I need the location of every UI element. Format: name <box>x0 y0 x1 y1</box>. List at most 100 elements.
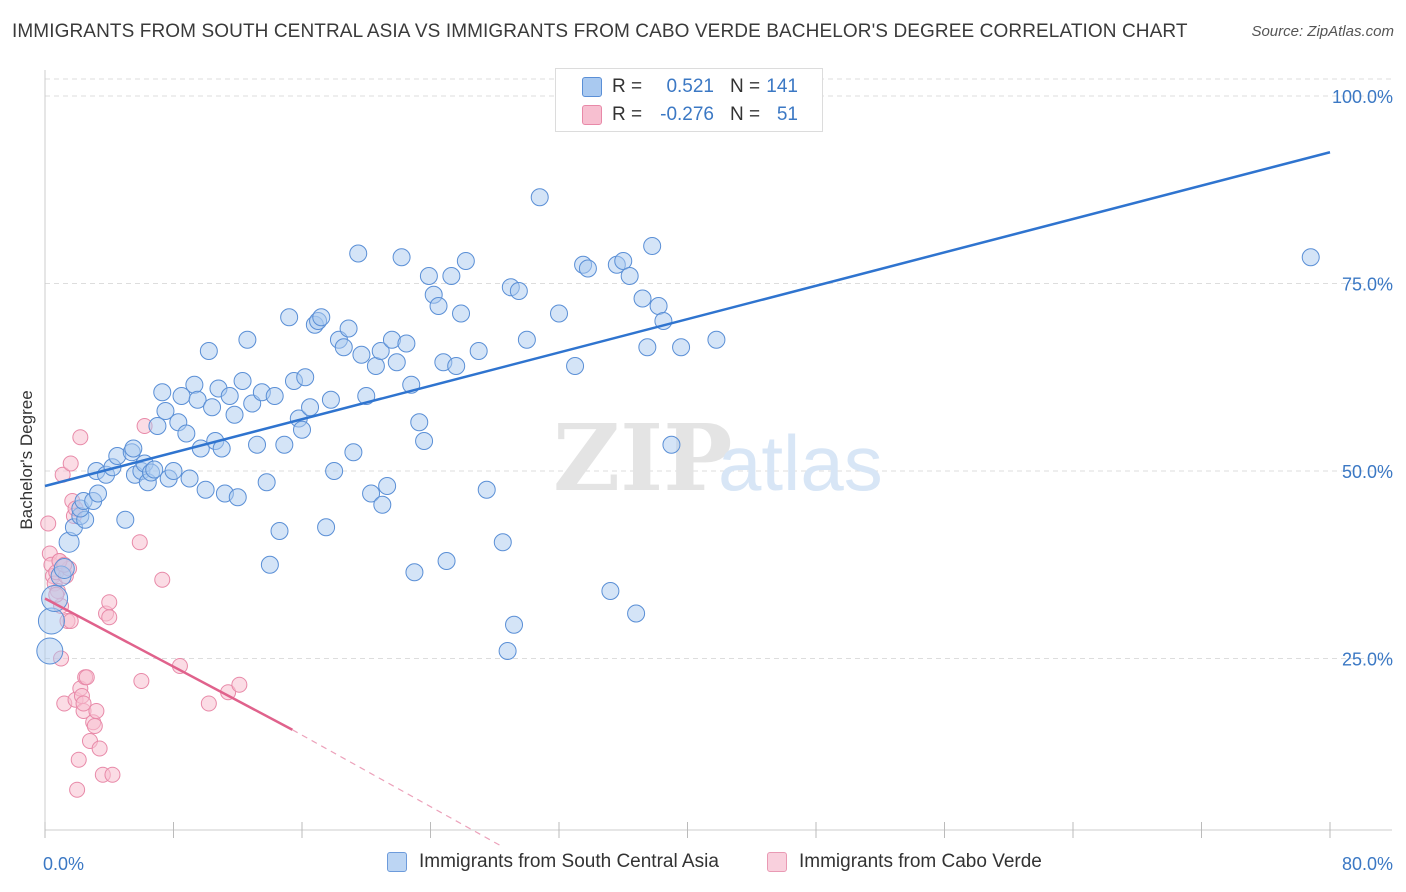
data-point-cabo-verde <box>101 594 118 611</box>
data-point-south-central-asia <box>260 555 279 574</box>
stats-row-blue: R = 0.521 N = 141 <box>556 73 822 101</box>
data-point-cabo-verde <box>62 455 79 472</box>
y-tick-label: 100.0% <box>1332 87 1393 107</box>
data-point-south-central-asia <box>225 405 244 424</box>
watermark: ZIP atlas <box>553 404 883 512</box>
data-point-south-central-asia <box>275 435 294 454</box>
x-tick-label: 0.0% <box>43 854 84 874</box>
data-point-south-central-asia <box>185 375 204 394</box>
y-tick-label: 25.0% <box>1342 650 1393 670</box>
data-point-south-central-asia <box>620 267 639 285</box>
data-point-south-central-asia <box>180 469 199 488</box>
data-point-south-central-asia <box>614 252 633 270</box>
data-point-south-central-asia <box>415 432 434 450</box>
data-point-south-central-asia <box>89 484 108 503</box>
data-point-cabo-verde <box>78 669 95 686</box>
data-point-south-central-asia <box>469 342 488 360</box>
axes <box>44 70 1392 838</box>
data-point-south-central-asia <box>293 420 311 439</box>
data-point-south-central-asia <box>517 330 536 349</box>
legend-swatch-blue <box>387 852 407 872</box>
data-point-cabo-verde <box>72 429 89 446</box>
n-label: N = <box>730 104 761 125</box>
data-point-south-central-asia <box>36 637 64 665</box>
data-point-south-central-asia <box>248 435 267 454</box>
data-point-south-central-asia <box>662 435 681 454</box>
legend-item-cabo-verde[interactable]: Immigrants from Cabo Verde <box>767 851 1042 873</box>
data-point-south-central-asia <box>257 473 276 492</box>
data-point-south-central-asia <box>280 308 299 327</box>
data-point-south-central-asia <box>301 398 320 417</box>
data-point-cabo-verde <box>133 673 150 689</box>
data-point-south-central-asia <box>312 308 331 327</box>
data-point-south-central-asia <box>633 289 652 308</box>
data-point-cabo-verde <box>231 676 248 693</box>
data-point-south-central-asia <box>505 615 524 634</box>
data-point-south-central-asia <box>53 558 75 579</box>
trend-line-cabo-verde-extension <box>292 729 502 847</box>
data-point-south-central-asia <box>509 282 528 300</box>
data-point-south-central-asia <box>317 518 336 537</box>
data-point-south-central-asia <box>349 244 368 263</box>
data-point-south-central-asia <box>37 607 65 635</box>
y-tick-label: 75.0% <box>1342 275 1393 295</box>
data-point-south-central-asia <box>477 480 496 499</box>
data-point-south-central-asia <box>199 342 218 360</box>
data-point-cabo-verde <box>104 766 121 783</box>
data-point-south-central-asia <box>378 477 397 495</box>
data-point-south-central-asia <box>649 297 668 315</box>
data-point-cabo-verde <box>91 740 108 757</box>
data-point-south-central-asia <box>405 563 424 582</box>
data-point-south-central-asia <box>447 357 466 375</box>
data-point-south-central-asia <box>452 304 471 323</box>
data-point-cabo-verde <box>69 781 86 798</box>
data-point-south-central-asia <box>325 462 344 480</box>
trend-lines <box>44 151 1331 847</box>
data-point-cabo-verde <box>154 571 171 588</box>
data-point-south-central-asia <box>643 237 662 255</box>
legend-swatch-pink <box>767 852 787 872</box>
series-south-central-asia <box>36 188 1320 665</box>
blue-swatch <box>582 77 602 97</box>
pink-swatch <box>582 105 602 125</box>
data-point-south-central-asia <box>442 267 461 285</box>
legend-label-pink: Immigrants from Cabo Verde <box>799 851 1042 872</box>
n-value-blue: 141 <box>766 76 798 97</box>
data-point-south-central-asia <box>550 304 568 323</box>
data-point-south-central-asia <box>362 484 381 503</box>
stats-legend: R = 0.521 N = 141 R = -0.276 N = 51 <box>555 68 823 132</box>
data-point-south-central-asia <box>530 188 549 207</box>
data-point-cabo-verde <box>75 695 92 712</box>
data-point-south-central-asia <box>334 338 353 357</box>
data-point-south-central-asia <box>296 368 315 387</box>
data-point-south-central-asia <box>228 488 247 507</box>
data-point-cabo-verde <box>40 515 57 532</box>
stats-row-pink: R = -0.276 N = 51 <box>556 101 822 129</box>
data-point-south-central-asia <box>321 390 340 409</box>
chart-title: IMMIGRANTS FROM SOUTH CENTRAL ASIA VS IM… <box>12 21 1188 42</box>
data-point-south-central-asia <box>116 510 135 529</box>
trend-line-south-central-asia <box>44 151 1331 488</box>
watermark-zip: ZIP <box>553 404 732 512</box>
data-point-south-central-asia <box>419 267 438 285</box>
data-point-south-central-asia <box>493 533 512 552</box>
x-tick-label: 80.0% <box>1342 854 1393 874</box>
data-point-south-central-asia <box>220 387 239 405</box>
tick-labels: 25.0% 50.0% 75.0% 100.0% 0.0% 80.0% <box>43 87 1393 874</box>
r-value-blue: 0.521 <box>666 76 714 97</box>
data-point-south-central-asia <box>387 353 406 372</box>
data-point-south-central-asia <box>638 338 657 357</box>
data-point-south-central-asia <box>410 413 429 432</box>
data-point-south-central-asia <box>498 642 517 660</box>
data-point-south-central-asia <box>203 398 222 417</box>
legend-label-blue: Immigrants from South Central Asia <box>419 851 719 872</box>
data-point-south-central-asia <box>1301 248 1320 267</box>
r-label: R = <box>612 76 643 97</box>
data-point-south-central-asia <box>188 390 207 409</box>
y-tick-label: 50.0% <box>1342 462 1393 482</box>
data-point-south-central-asia <box>265 387 284 405</box>
data-point-south-central-asia <box>627 604 646 623</box>
legend-item-south-central-asia[interactable]: Immigrants from South Central Asia <box>387 851 719 873</box>
grid-lines <box>45 78 1392 659</box>
